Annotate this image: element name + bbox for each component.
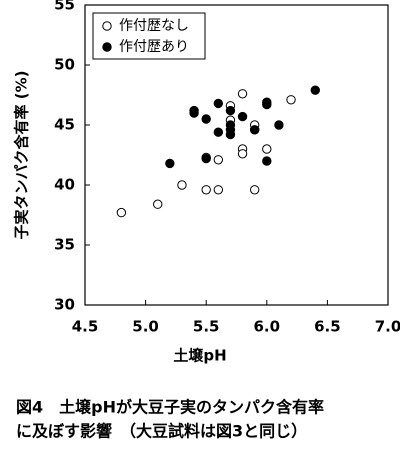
point	[201, 185, 211, 195]
legend-marker	[102, 21, 112, 31]
point	[213, 98, 224, 109]
point	[213, 185, 224, 195]
x-tick-label: 4.5	[72, 318, 99, 336]
plot-area	[84, 4, 389, 306]
legend-marker	[102, 42, 112, 52]
point	[213, 155, 224, 165]
y-tick-label: 40	[54, 176, 75, 194]
point	[177, 180, 187, 190]
legend-label: 作付歴なし	[119, 18, 189, 34]
point	[249, 125, 260, 135]
y-tick-label: 55	[54, 0, 75, 14]
point	[153, 199, 163, 209]
point	[249, 185, 260, 195]
x-axis-label: 土壌pH	[173, 347, 226, 365]
point	[237, 111, 248, 122]
x-tick-label: 6.0	[254, 318, 281, 336]
point	[116, 207, 127, 218]
point	[262, 144, 272, 154]
point	[165, 158, 175, 169]
y-tick-label: 30	[54, 296, 75, 314]
caption: 図4 土壌pHが大豆子実のタンパク含有率	[16, 398, 324, 417]
point	[189, 108, 199, 118]
point	[237, 149, 248, 159]
x-tick-label: 5.0	[132, 318, 159, 336]
point	[213, 127, 224, 137]
point	[225, 105, 236, 116]
point	[237, 89, 248, 99]
point	[310, 85, 320, 95]
point	[201, 153, 211, 164]
point	[262, 99, 272, 110]
point	[225, 129, 236, 140]
legend-label: 作付歴あり	[119, 39, 189, 55]
point	[286, 95, 296, 105]
x-tick-label: 6.5	[314, 318, 341, 336]
y-tick-label: 35	[54, 236, 75, 254]
x-tick-label: 5.5	[193, 318, 220, 336]
y-axis-label: 子実タンパク含有率 (%)	[13, 71, 31, 240]
point	[274, 120, 284, 130]
point	[262, 156, 272, 166]
legend-box	[92, 12, 206, 60]
y-tick-label: 45	[54, 116, 75, 134]
y-tick-label: 50	[54, 56, 75, 74]
point	[201, 114, 211, 124]
caption: に及ぼす影響 （大豆試料は図3と同じ）	[16, 422, 307, 441]
x-tick-label: 7.0	[375, 318, 400, 336]
